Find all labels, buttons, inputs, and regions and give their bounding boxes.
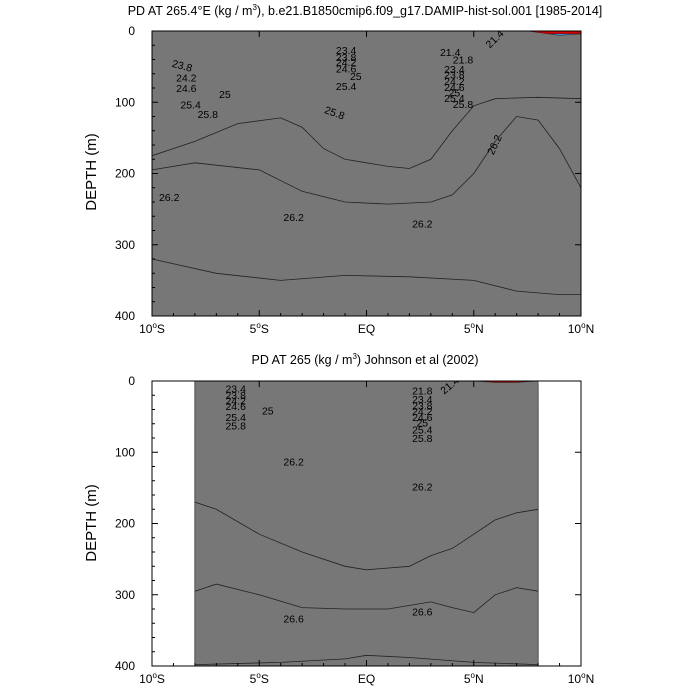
y-axis-label: DEPTH (m) xyxy=(83,133,100,211)
chart-title: PD AT 265 (kg / m3) Johnson et al (2002) xyxy=(251,352,478,367)
contour-label: 25 xyxy=(416,418,428,430)
contour-label: 21.8 xyxy=(412,385,433,397)
x-tick-label: 10oN xyxy=(568,671,594,686)
x-tick-label: EQ xyxy=(358,672,375,686)
contour-line-2 xyxy=(152,96,581,169)
contour-label: 25.8 xyxy=(412,433,433,445)
x-tick-label: 5oN xyxy=(464,321,484,336)
x-tick-label: 10oS xyxy=(139,671,165,686)
contour-line-1 xyxy=(194,583,539,614)
y-tick-label: 400 xyxy=(115,659,135,673)
contour-label: 24.2 xyxy=(336,57,357,69)
contour-band-16 xyxy=(194,381,539,666)
x-tick-label: 5oN xyxy=(464,671,484,686)
contour-label: 24.6 xyxy=(444,82,465,94)
contour-label: 23.8 xyxy=(171,58,194,75)
contour-label: 25.8 xyxy=(225,420,246,432)
contour-label: 24.6 xyxy=(336,63,357,75)
contour-label: 26.6 xyxy=(412,606,433,618)
contour-label: 26.2 xyxy=(283,212,304,224)
contour-label: 23.4 xyxy=(336,45,357,57)
contour-label: 25.4 xyxy=(444,93,465,105)
contour-label: 23.8 xyxy=(336,52,357,64)
contour-label: 21.4 xyxy=(440,47,461,59)
chart-title: PD AT 265.4°E (kg / m3), b.e21.B1850cmip… xyxy=(128,3,603,18)
contour-label: 24.2 xyxy=(176,72,197,84)
contour-line-1 xyxy=(152,116,581,205)
contour-label: 23.8 xyxy=(444,70,465,82)
x-tick-label: 10oS xyxy=(139,321,165,336)
y-tick-label: 300 xyxy=(115,238,135,252)
x-tick-label: 10oN xyxy=(568,321,594,336)
contour-label: 24.6 xyxy=(176,83,197,95)
contour-label: 24.2 xyxy=(444,76,465,88)
contour-label: 25.4 xyxy=(412,425,433,437)
contour-label: 23.8 xyxy=(412,400,433,412)
y-tick-label: 200 xyxy=(115,167,135,181)
y-tick-label: 100 xyxy=(115,95,135,109)
contour-label: 25.4 xyxy=(225,412,246,424)
contour-label: 26.2 xyxy=(412,482,433,494)
contour-label: 25 xyxy=(219,89,231,101)
contour-label: 23.8 xyxy=(225,390,246,402)
plot-area: 23.423.824.224.6 2525.425.821.823.423.824… xyxy=(115,374,594,686)
contour-label: 24.2 xyxy=(225,395,246,407)
y-tick-label: 0 xyxy=(128,24,135,38)
contour-label: 25 xyxy=(449,87,461,99)
contour-label: 24.2 xyxy=(412,406,433,418)
contour-label: 26.2 xyxy=(412,219,433,231)
x-tick-label: 5oS xyxy=(250,321,269,336)
contour-label: 25.4 xyxy=(180,100,201,112)
contour-label: 25.8 xyxy=(453,99,474,111)
contour-line-0 xyxy=(194,501,539,571)
y-tick-label: 400 xyxy=(115,309,135,323)
contour-label: 23.4 xyxy=(412,394,433,406)
contour-label: 25 xyxy=(350,71,362,83)
contour-label: 23.4 xyxy=(444,64,465,76)
panel-observations: PD AT 265 (kg / m3) Johnson et al (2002)… xyxy=(83,352,594,686)
panel-model: PD AT 265.4°E (kg / m3), b.e21.B1850cmip… xyxy=(83,3,602,336)
contour-line-0 xyxy=(152,258,581,295)
y-axis-label: DEPTH (m) xyxy=(83,484,100,562)
y-tick-label: 200 xyxy=(115,517,135,531)
x-tick-label: 5oS xyxy=(250,671,269,686)
contour-label: 26.6 xyxy=(283,613,304,625)
contour-label: 23.4 xyxy=(225,383,246,395)
contour-label: 24.6 xyxy=(225,401,246,413)
y-tick-label: 300 xyxy=(115,588,135,602)
contour-label: 21.8 xyxy=(453,55,474,67)
contour-field: 23.423.824.224.6 2525.425.821.823.423.824… xyxy=(194,381,539,666)
contour-label: 24.6 xyxy=(412,412,433,424)
contour-label: 25 xyxy=(262,405,274,417)
contour-label: 25.8 xyxy=(198,109,219,121)
contour-label: 26.2 xyxy=(159,192,180,204)
y-tick-label: 0 xyxy=(128,374,135,388)
contour-label: 26.2 xyxy=(283,457,304,469)
y-tick-label: 100 xyxy=(115,445,135,459)
x-tick-label: EQ xyxy=(358,322,375,336)
contour-band-15 xyxy=(152,31,581,316)
contour-label: 25.4 xyxy=(336,81,357,93)
